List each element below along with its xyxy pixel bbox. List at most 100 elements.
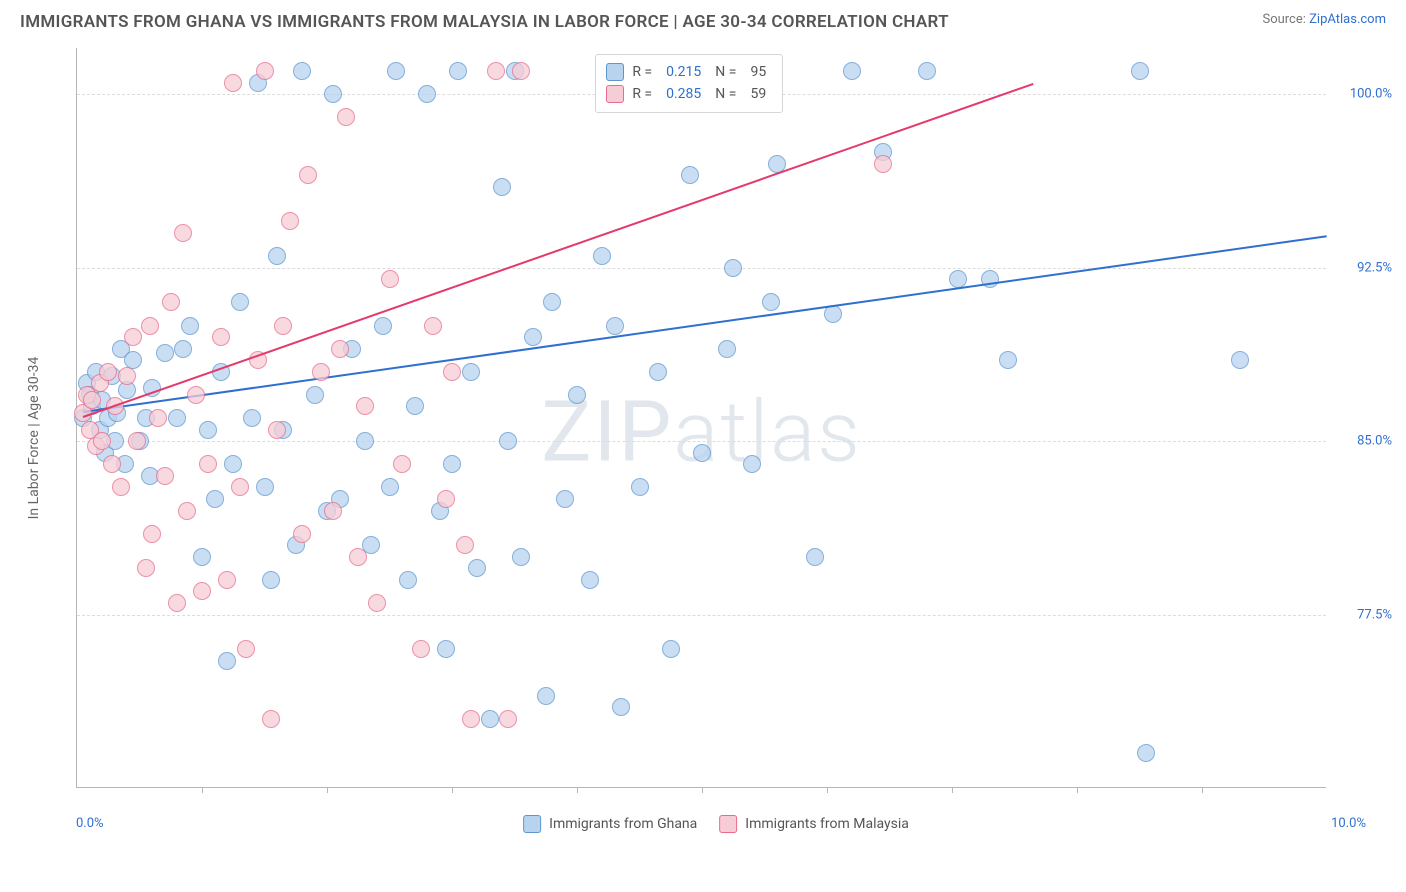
- source-label: Source: ZipAtlas.com: [1262, 12, 1386, 27]
- data-point: [606, 317, 624, 335]
- data-point: [449, 62, 467, 80]
- data-point: [843, 62, 861, 80]
- data-point: [256, 62, 274, 80]
- data-point: [443, 363, 461, 381]
- data-point: [83, 391, 101, 409]
- data-point: [437, 640, 455, 658]
- data-point: [268, 421, 286, 439]
- data-point: [743, 455, 761, 473]
- data-point: [462, 363, 480, 381]
- data-point: [612, 698, 630, 716]
- data-point: [493, 178, 511, 196]
- data-point: [387, 62, 405, 80]
- y-tick-label: 85.0%: [1357, 434, 1392, 449]
- legend-stats-row: R =0.285N =59: [606, 83, 772, 105]
- data-point: [293, 62, 311, 80]
- data-point: [568, 386, 586, 404]
- data-point: [874, 155, 892, 173]
- x-axis-max-label: 10.0%: [1331, 816, 1366, 831]
- data-point: [168, 594, 186, 612]
- x-tick: [202, 787, 203, 793]
- data-point: [224, 74, 242, 92]
- data-point: [149, 409, 167, 427]
- data-point: [1231, 351, 1249, 369]
- data-point: [137, 559, 155, 577]
- data-point: [368, 594, 386, 612]
- data-point: [178, 502, 196, 520]
- data-point: [187, 386, 205, 404]
- data-point: [918, 62, 936, 80]
- data-point: [193, 548, 211, 566]
- data-point: [156, 467, 174, 485]
- legend-bottom: Immigrants from GhanaImmigrants from Mal…: [523, 815, 909, 833]
- data-point: [631, 478, 649, 496]
- data-point: [218, 571, 236, 589]
- x-tick: [452, 787, 453, 793]
- data-point: [543, 293, 561, 311]
- data-point: [274, 317, 292, 335]
- data-point: [524, 328, 542, 346]
- y-axis-label: In Labor Force | Age 30-34: [26, 356, 42, 519]
- data-point: [662, 640, 680, 658]
- data-point: [206, 490, 224, 508]
- chart-area: In Labor Force | Age 30-34 ZIPatlas 100.…: [38, 40, 1394, 835]
- data-point: [456, 536, 474, 554]
- data-point: [443, 455, 461, 473]
- y-tick-label: 100.0%: [1350, 87, 1392, 102]
- data-point: [412, 640, 430, 658]
- data-point: [393, 455, 411, 473]
- legend-swatch: [719, 815, 737, 833]
- y-tick-label: 77.5%: [1357, 607, 1392, 622]
- data-point: [218, 652, 236, 670]
- data-point: [143, 525, 161, 543]
- x-tick: [1077, 787, 1078, 793]
- data-point: [499, 432, 517, 450]
- legend-r-value: 0.215: [666, 61, 701, 83]
- scatter-plot: ZIPatlas 100.0%92.5%85.0%77.5%R =0.215N …: [76, 48, 1326, 788]
- data-point: [481, 710, 499, 728]
- data-point: [349, 548, 367, 566]
- data-point: [337, 108, 355, 126]
- data-point: [512, 62, 530, 80]
- data-point: [556, 490, 574, 508]
- data-point: [462, 710, 480, 728]
- data-point: [374, 317, 392, 335]
- data-point: [156, 344, 174, 362]
- x-axis-min-label: 0.0%: [76, 816, 104, 831]
- data-point: [693, 444, 711, 462]
- data-point: [174, 224, 192, 242]
- legend-r-value: 0.285: [666, 83, 701, 105]
- source-link[interactable]: ZipAtlas.com: [1309, 12, 1386, 27]
- data-point: [762, 293, 780, 311]
- trend-line: [83, 83, 1034, 418]
- data-point: [199, 421, 217, 439]
- data-point: [124, 328, 142, 346]
- data-point: [331, 340, 349, 358]
- data-point: [718, 340, 736, 358]
- data-point: [424, 317, 442, 335]
- data-point: [487, 62, 505, 80]
- data-point: [112, 478, 130, 496]
- watermark: ZIPatlas: [541, 383, 862, 482]
- legend-swatch: [523, 815, 541, 833]
- data-point: [724, 259, 742, 277]
- x-tick: [327, 787, 328, 793]
- data-point: [193, 582, 211, 600]
- data-point: [181, 317, 199, 335]
- data-point: [468, 559, 486, 577]
- x-tick: [702, 787, 703, 793]
- chart-title: IMMIGRANTS FROM GHANA VS IMMIGRANTS FROM…: [20, 12, 949, 32]
- x-tick: [952, 787, 953, 793]
- data-point: [162, 293, 180, 311]
- legend-n-label: N =: [715, 61, 736, 83]
- data-point: [174, 340, 192, 358]
- data-point: [537, 687, 555, 705]
- legend-series-name: Immigrants from Malaysia: [745, 816, 909, 832]
- y-tick-label: 92.5%: [1357, 260, 1392, 275]
- data-point: [231, 293, 249, 311]
- data-point: [312, 363, 330, 381]
- x-tick: [1202, 787, 1203, 793]
- data-point: [237, 640, 255, 658]
- data-point: [212, 328, 230, 346]
- data-point: [128, 432, 146, 450]
